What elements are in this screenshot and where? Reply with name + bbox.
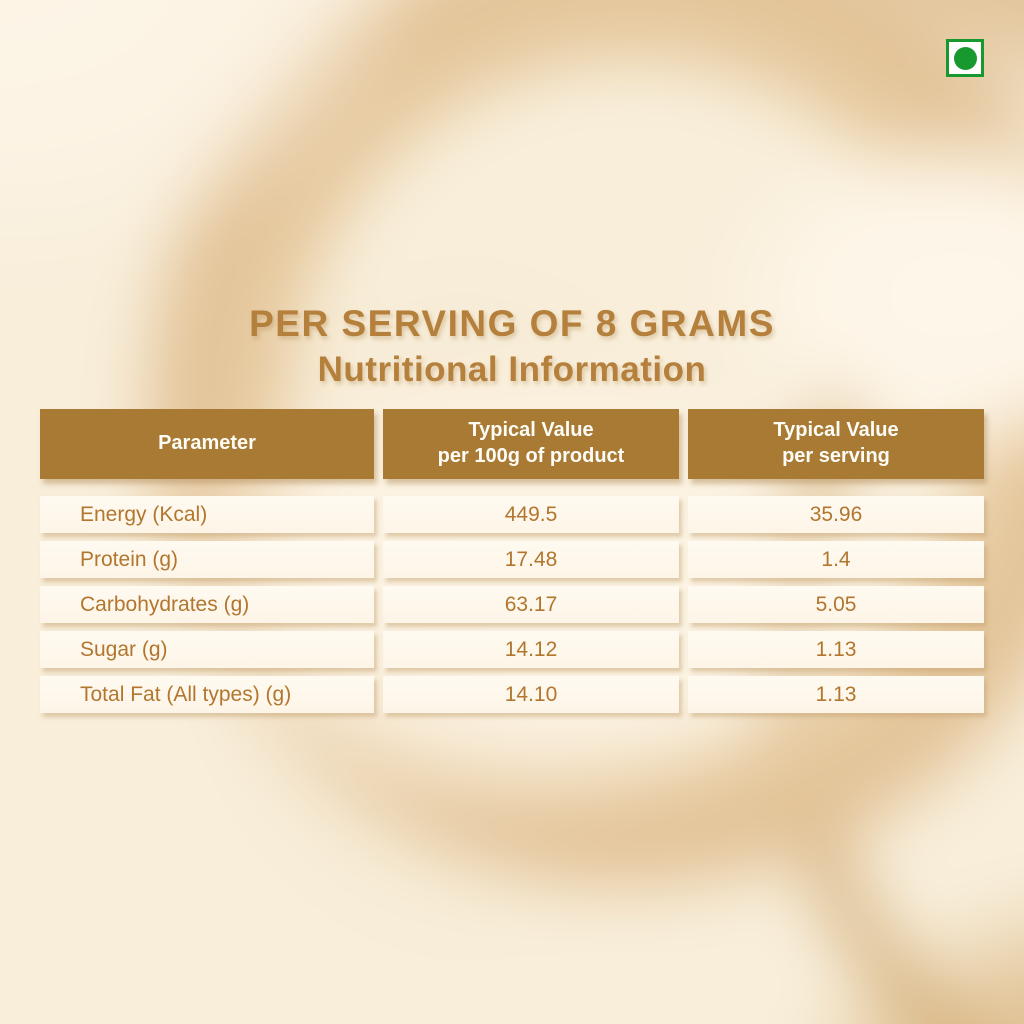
parameter-cell: Carbohydrates (g) [40, 586, 374, 623]
header-per-serving-line1: Typical Value [773, 419, 899, 442]
header-per-100g-line1: Typical Value [468, 419, 594, 442]
page-title: PER SERVING OF 8 GRAMS [249, 303, 775, 344]
per-100g-value: 14.12 [504, 637, 558, 661]
table-row: Sugar (g) 14.12 1.13 [40, 631, 984, 668]
per-100g-cell: 449.5 [383, 496, 679, 533]
parameter-cell: Protein (g) [40, 541, 374, 578]
header-per-serving-line2: per serving [782, 445, 890, 467]
parameter-label: Sugar (g) [80, 637, 168, 661]
nutrition-table: Parameter Typical Value per 100g of prod… [40, 409, 984, 713]
per-serving-cell: 1.13 [688, 631, 984, 668]
table-row: Protein (g) 17.48 1.4 [40, 541, 984, 578]
per-100g-value: 17.48 [504, 547, 558, 571]
parameter-cell: Sugar (g) [40, 631, 374, 668]
table-row: Energy (Kcal) 449.5 35.96 [40, 496, 984, 533]
table-body: Energy (Kcal) 449.5 35.96 Protein (g) 17… [40, 496, 984, 713]
per-100g-value: 449.5 [504, 502, 558, 526]
table-row: Total Fat (All types) (g) 14.10 1.13 [40, 676, 984, 713]
per-100g-cell: 14.12 [383, 631, 679, 668]
per-100g-cell: 14.10 [383, 676, 679, 713]
table-row: Carbohydrates (g) 63.17 5.05 [40, 586, 984, 623]
parameter-cell: Energy (Kcal) [40, 496, 374, 533]
per-100g-cell: 63.17 [383, 586, 679, 623]
per-serving-cell: 1.4 [688, 541, 984, 578]
vegetarian-mark-icon [946, 39, 984, 77]
parameter-label: Energy (Kcal) [80, 502, 208, 526]
header-per-100g-line2: per 100g of product [437, 445, 625, 467]
per-serving-value: 1.4 [821, 547, 851, 571]
per-serving-value: 35.96 [809, 502, 863, 526]
parameter-cell: Total Fat (All types) (g) [40, 676, 374, 713]
per-serving-value: 5.05 [815, 592, 857, 616]
per-serving-value: 1.13 [815, 682, 857, 706]
per-serving-cell: 35.96 [688, 496, 984, 533]
header-parameter-label: Parameter [158, 432, 256, 455]
header-per-serving: Typical Value per serving [688, 409, 984, 479]
per-100g-cell: 17.48 [383, 541, 679, 578]
header-parameter: Parameter [40, 409, 374, 479]
per-serving-value: 1.13 [815, 637, 857, 661]
per-serving-cell: 1.13 [688, 676, 984, 713]
per-100g-value: 63.17 [504, 592, 558, 616]
parameter-label: Protein (g) [80, 547, 179, 571]
title-block: PER SERVING OF 8 GRAMS Nutritional Infor… [0, 303, 1024, 389]
vegetarian-dot-icon [953, 46, 977, 70]
table-header-row: Parameter Typical Value per 100g of prod… [40, 409, 984, 479]
per-serving-cell: 5.05 [688, 586, 984, 623]
per-100g-value: 14.10 [504, 682, 558, 706]
parameter-label: Total Fat (All types) (g) [80, 682, 292, 706]
header-per-100g: Typical Value per 100g of product [383, 409, 679, 479]
page-subtitle: Nutritional Information [317, 349, 707, 389]
parameter-label: Carbohydrates (g) [80, 592, 250, 616]
